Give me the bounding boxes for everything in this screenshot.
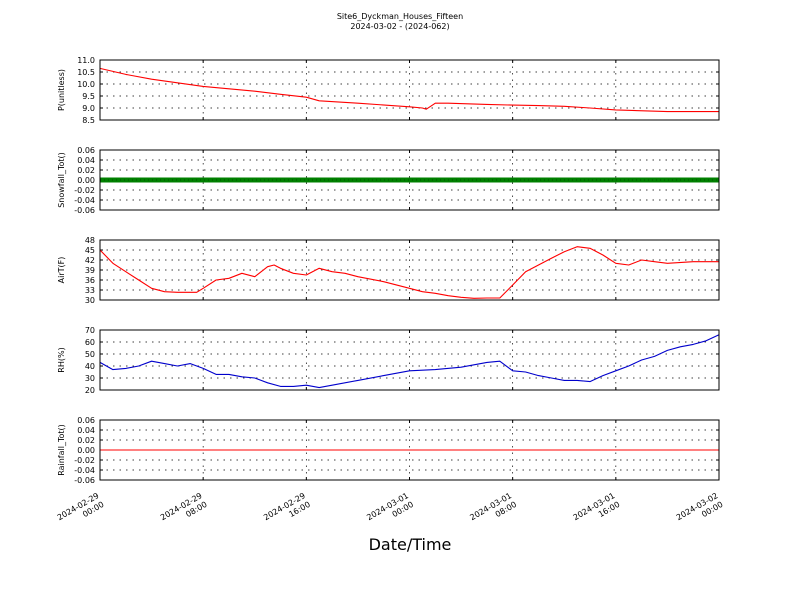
y-tick-label: 48 — [85, 236, 95, 245]
panel-5: -0.06-0.04-0.020.000.020.040.06 Rainfall_… — [57, 416, 720, 485]
y-tick-label: 0.06 — [77, 146, 95, 155]
y-tick-label: 33 — [85, 286, 95, 295]
panel-frame — [99, 239, 720, 301]
y-tick-label: 11.0 — [77, 56, 95, 65]
y-tick-label: 8.5 — [82, 116, 95, 125]
y-tick-label: 45 — [85, 246, 95, 255]
y-tick-label: -0.02 — [74, 186, 95, 195]
y-axis-label: RH(%) — [57, 347, 66, 372]
y-tick-label: 36 — [85, 276, 95, 285]
y-tick-label: 10.0 — [77, 80, 95, 89]
y-tick-label: 0.00 — [77, 176, 95, 185]
panel-frame — [99, 59, 720, 121]
y-tick-label: -0.04 — [74, 196, 95, 205]
panel-2: -0.06-0.04-0.020.000.020.040.06 Snowfall_… — [57, 146, 720, 215]
y-axis-label: AirT(F) — [57, 257, 66, 284]
y-tick-label: 9.0 — [82, 104, 95, 113]
y-tick-label: 9.5 — [82, 92, 95, 101]
y-tick-label: 30 — [85, 296, 95, 305]
y-tick-label: 0.02 — [77, 166, 95, 175]
panel-frame — [99, 329, 720, 391]
y-tick-label: 10.5 — [77, 68, 95, 77]
y-tick-label: 70 — [85, 326, 95, 335]
y-axis-label: P(unitless) — [57, 69, 66, 111]
panel-4: 20 30 40 50 60 70 RH(%) — [57, 326, 720, 395]
series-line-4 — [99, 334, 720, 389]
y-tick-label: 0.00 — [77, 446, 95, 455]
y-tick-label: -0.06 — [74, 206, 95, 215]
y-tick-label: 20 — [85, 386, 95, 395]
chart-subtitle: 2024-03-02 - (2024-062) — [350, 22, 449, 31]
y-tick-label: 0.04 — [77, 426, 95, 435]
y-tick-label: 60 — [85, 338, 95, 347]
x-axis-label: Date/Time — [369, 535, 452, 554]
y-tick-label: 50 — [85, 350, 95, 359]
y-tick-label: 39 — [85, 266, 95, 275]
panel-1: 8.5 9.0 9.5 10.0 10.5 11.0 P(unitless) — [57, 56, 720, 125]
y-tick-label: 40 — [85, 362, 95, 371]
y-tick-label: 0.02 — [77, 436, 95, 445]
y-axis-label: Snowfall_Tot() — [57, 152, 66, 208]
y-tick-label: 30 — [85, 374, 95, 383]
y-tick-label: 42 — [85, 256, 95, 265]
panel-frame — [99, 149, 720, 211]
series-line-3 — [99, 246, 719, 299]
y-tick-label: -0.06 — [74, 476, 95, 485]
y-tick-label: -0.04 — [74, 466, 95, 475]
chart-title: Site6_Dyckman_Houses_Fifteen — [337, 12, 463, 21]
panel-frame — [99, 419, 720, 481]
y-tick-label: 0.04 — [77, 156, 95, 165]
y-tick-label: 0.06 — [77, 416, 95, 425]
y-axis-label: Rainfall_Tot() — [57, 424, 66, 476]
panels-group: 8.59.09.510.010.511.0P(unitless)-0.06-0.… — [57, 56, 720, 485]
series-line-1 — [99, 67, 719, 113]
y-tick-label: -0.02 — [74, 456, 95, 465]
